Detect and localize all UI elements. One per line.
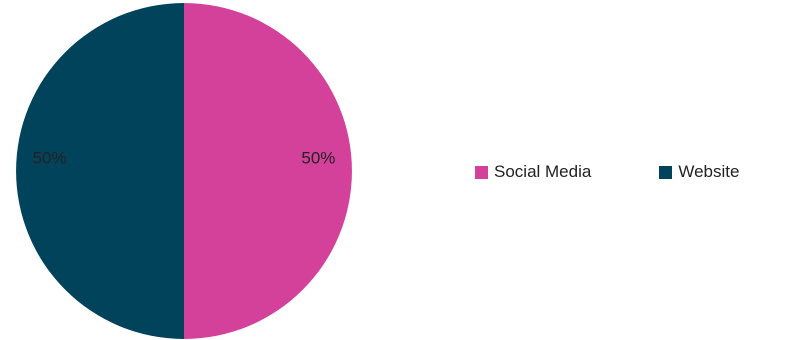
legend-swatch-social-media bbox=[475, 165, 488, 179]
legend-swatch-website bbox=[659, 165, 673, 179]
legend-item-website: Website bbox=[659, 162, 739, 182]
data-label-social-media: 50% bbox=[301, 148, 335, 167]
pie-slice-website bbox=[16, 3, 184, 339]
legend-label-website: Website bbox=[678, 162, 740, 181]
data-label-website: 50% bbox=[33, 148, 67, 167]
legend-label-social-media: Social Media bbox=[494, 162, 592, 181]
pie-slices bbox=[16, 3, 352, 339]
chart-legend: Social Media Website bbox=[475, 162, 739, 182]
pie-data-labels: 50% 50% bbox=[33, 148, 336, 167]
pie-slice-social-media bbox=[184, 3, 352, 339]
legend-item-social-media: Social Media bbox=[475, 162, 591, 182]
